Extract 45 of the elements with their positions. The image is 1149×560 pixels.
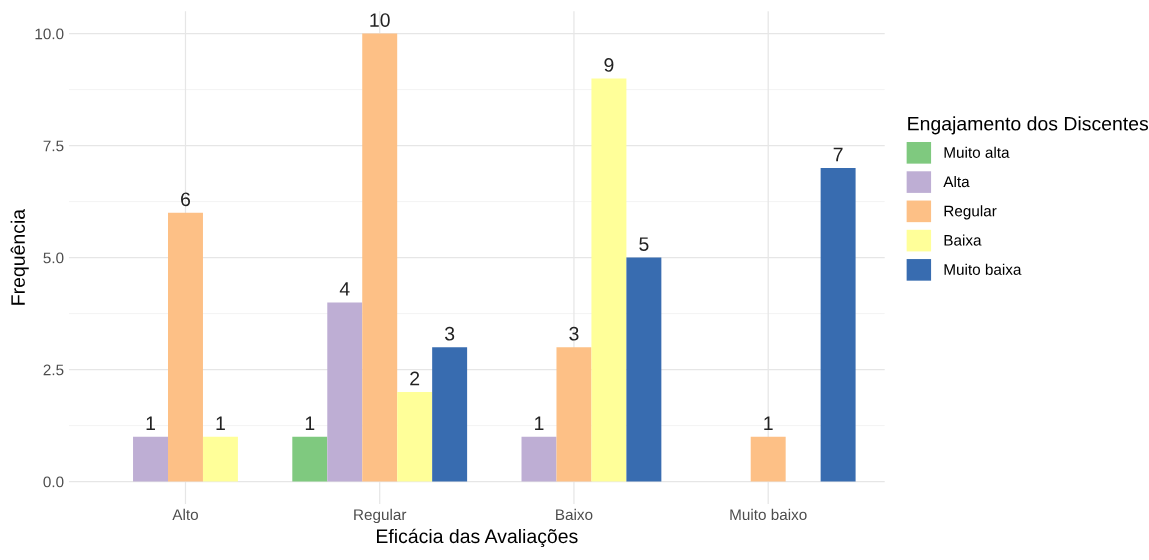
x-tick-label: Alto bbox=[172, 508, 198, 521]
y-tick-label: 0.0 bbox=[43, 476, 64, 488]
data-label: 10 bbox=[370, 13, 390, 27]
data-label: 4 bbox=[339, 282, 350, 296]
bar bbox=[521, 436, 557, 482]
bar bbox=[750, 436, 786, 482]
bar bbox=[556, 347, 592, 482]
bar bbox=[362, 33, 398, 482]
bar bbox=[591, 78, 627, 482]
data-label: 5 bbox=[639, 237, 649, 251]
bar bbox=[292, 436, 328, 482]
y-tick-label: 7.5 bbox=[43, 140, 64, 152]
data-label: 9 bbox=[604, 58, 614, 72]
bar bbox=[327, 302, 363, 482]
legend-label: Muito alta bbox=[944, 146, 1010, 158]
y-tick-label: 2.5 bbox=[43, 364, 64, 376]
x-tick-label: Regular bbox=[354, 508, 407, 524]
bar bbox=[432, 347, 468, 482]
data-label: 1 bbox=[305, 416, 315, 430]
bar bbox=[133, 436, 168, 482]
y-tick-label: 10.0 bbox=[35, 28, 64, 40]
legend-label: Baixa bbox=[944, 234, 982, 246]
y-tick-label: 5.0 bbox=[43, 252, 64, 264]
legend-label: Muito baixa bbox=[944, 263, 1022, 275]
data-label: 3 bbox=[444, 326, 455, 341]
bar bbox=[168, 212, 203, 482]
bar bbox=[626, 257, 662, 482]
legend-title: Engajamento dos Discentes bbox=[908, 116, 1149, 135]
y-axis-title: Frequência bbox=[10, 208, 29, 305]
data-label: 6 bbox=[181, 192, 191, 207]
x-tick-label: Muito baixo bbox=[730, 508, 807, 521]
data-label: 1 bbox=[535, 416, 544, 430]
x-axis-title: Eficácia das Avaliações bbox=[377, 528, 578, 548]
data-label: 1 bbox=[146, 416, 155, 430]
legend-label: Regular bbox=[944, 205, 997, 220]
bar bbox=[820, 168, 856, 482]
bar bbox=[397, 392, 433, 482]
data-label: 3 bbox=[569, 326, 579, 341]
data-label: 2 bbox=[410, 371, 420, 386]
bar bbox=[202, 436, 238, 482]
data-label: 1 bbox=[216, 416, 225, 430]
legend-label: Alta bbox=[943, 175, 970, 188]
data-label: 1 bbox=[764, 416, 773, 430]
x-tick-label: Baixo bbox=[556, 508, 593, 521]
data-label: 7 bbox=[833, 147, 843, 162]
